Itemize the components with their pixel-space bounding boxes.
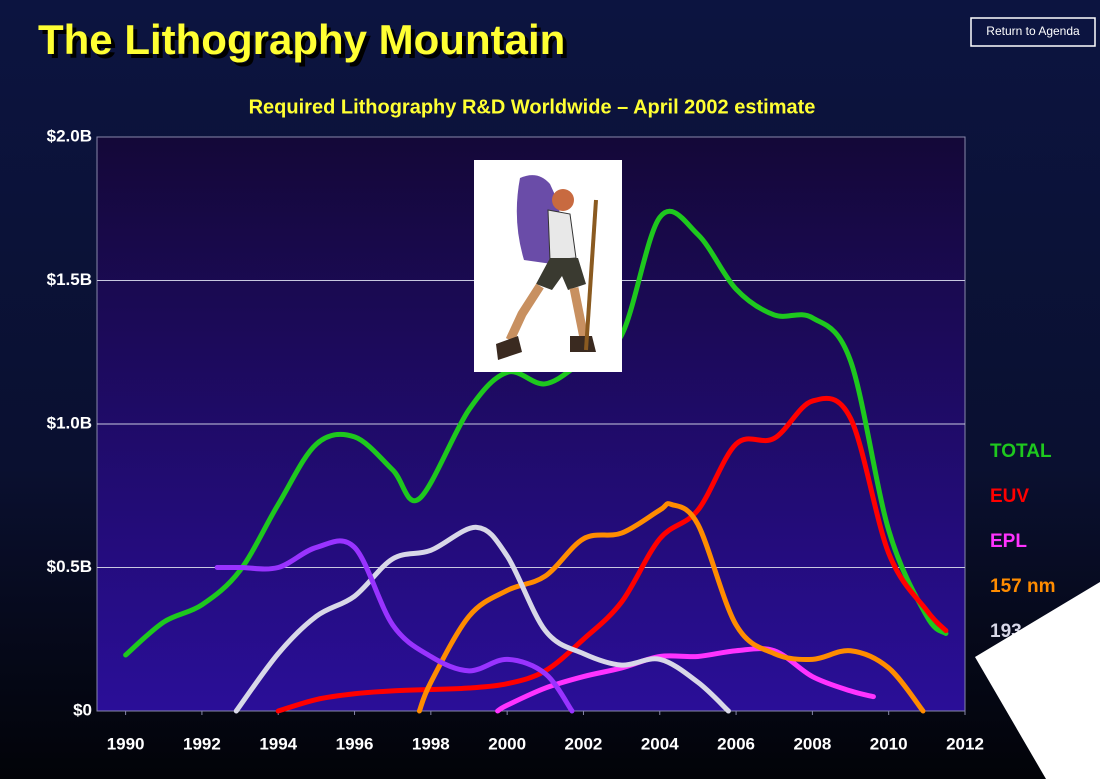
x-tick-label: 1996: [336, 734, 374, 753]
x-tick-label: 2008: [793, 734, 831, 753]
x-tick-label: 2006: [717, 734, 755, 753]
legend-entry: TOTAL: [990, 441, 1052, 462]
button-frame[interactable]: [970, 17, 1096, 47]
page-curl: [975, 582, 1100, 779]
legend-entry: EUV: [990, 486, 1029, 507]
return-button[interactable]: Return to Agenda: [970, 17, 1096, 47]
series-line: [495, 646, 876, 714]
stick: [584, 199, 598, 351]
x-tick-label: 2010: [870, 734, 908, 753]
button-label[interactable]: Return to Agenda: [986, 24, 1080, 38]
x-tick-label: 1990: [107, 734, 145, 753]
series-line: [123, 208, 949, 658]
hiker-picture: [474, 160, 622, 372]
chart-subtitle: Required Lithography R&D Worldwide – Apr…: [249, 96, 816, 118]
title-shadow: The Lithography Mountain: [42, 20, 569, 67]
y-tick-label: $0.5B: [47, 557, 92, 576]
x-tick-label: 2000: [488, 734, 526, 753]
head: [552, 189, 574, 211]
chart-title: The Lithography Mountain: [38, 16, 565, 63]
y-tick-label: $0: [73, 700, 92, 719]
x-tick-label: 2012: [946, 734, 984, 753]
shorts: [536, 258, 586, 290]
legend-entry: 157 nm: [990, 576, 1055, 597]
x-tick-label: 2004: [641, 734, 679, 753]
y-tick-label: $2.0B: [47, 126, 92, 145]
x-tick-label: 1998: [412, 734, 450, 753]
x-tick-label: 1994: [259, 734, 297, 753]
series-line: [233, 524, 731, 714]
series-line: [214, 538, 575, 714]
boots: [496, 336, 596, 360]
y-tick-label: $1.5B: [47, 270, 92, 289]
series-line: [416, 501, 926, 714]
legs: [505, 283, 589, 342]
x-tick-label: 1992: [183, 734, 221, 753]
legend-entry: EPL: [990, 531, 1027, 552]
series-line: [275, 395, 949, 714]
y-tick-label: $1.0B: [47, 413, 92, 432]
x-tick-label: 2002: [565, 734, 603, 753]
